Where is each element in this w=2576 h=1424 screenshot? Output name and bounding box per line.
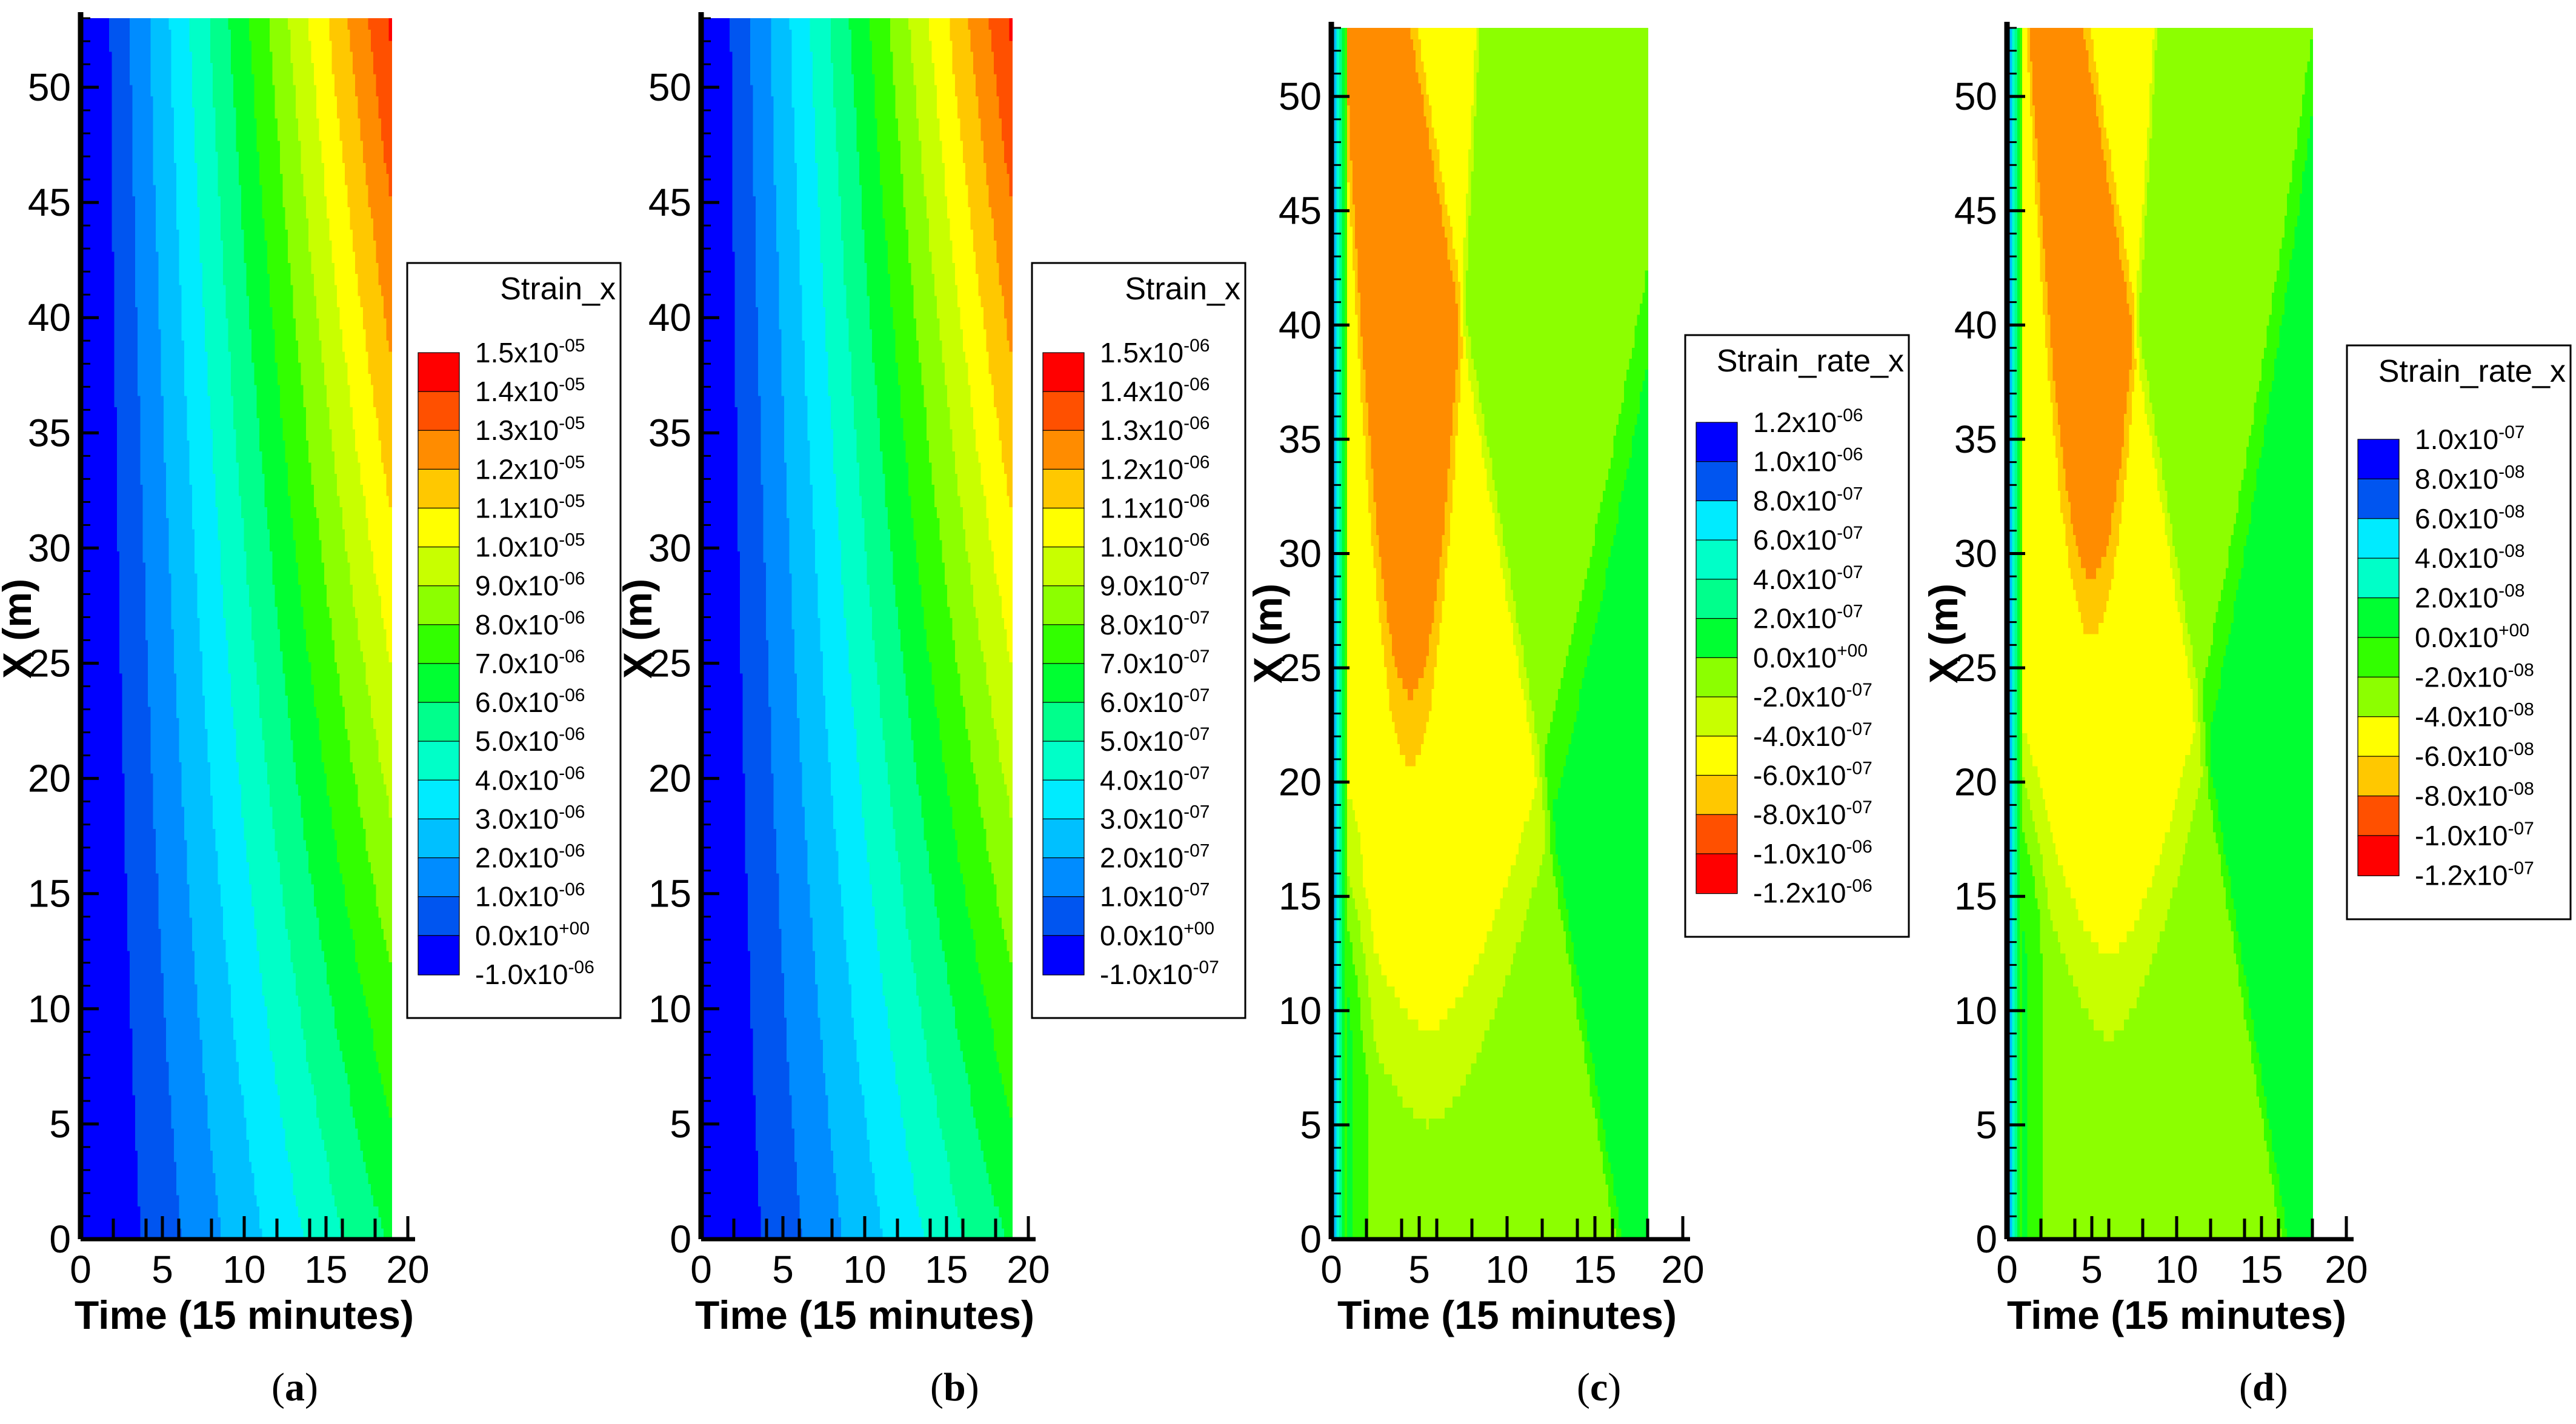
contour-figure: 051015202530354045500 5 10 15 20Time (15 min… [0,0,2576,1424]
contour-field [81,18,392,1240]
